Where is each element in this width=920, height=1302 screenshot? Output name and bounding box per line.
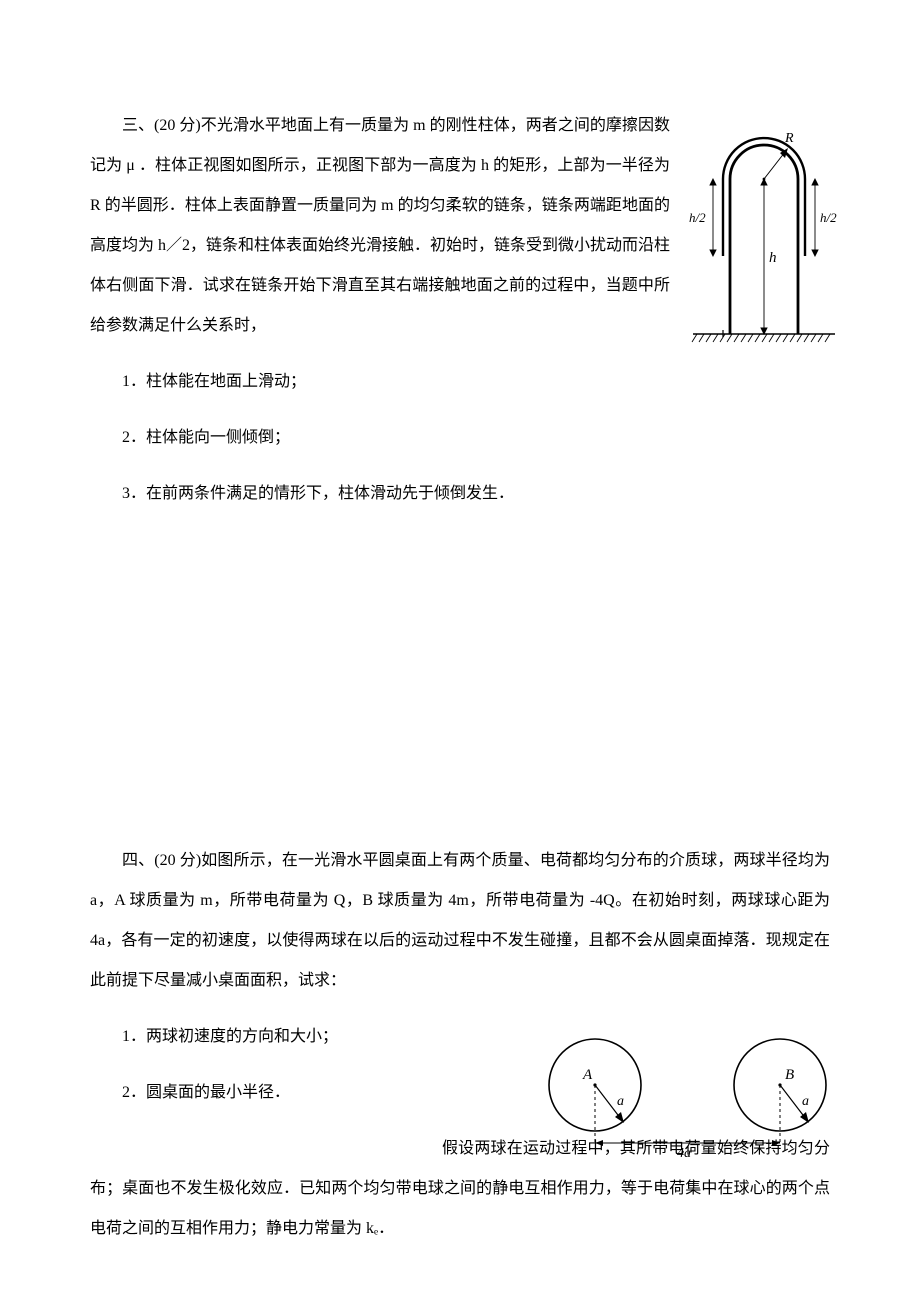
label-B: B (785, 1067, 794, 1083)
q4-number: 四、(20 分) (122, 852, 201, 869)
label-A: A (582, 1067, 593, 1083)
q3-number: 三、(20 分) (122, 117, 201, 134)
figure-q4: A a B a 4a (525, 1015, 835, 1170)
label-a-left: a (617, 1094, 624, 1109)
label-h: h (769, 250, 777, 266)
question-4: A a B a 4a (90, 841, 830, 1249)
label-4a: 4a (677, 1146, 691, 1161)
figure-q3: h/2 h/2 h R (685, 112, 840, 347)
q3-item2: 2．柱体能向一侧倾倒； (90, 418, 830, 458)
page: h/2 h/2 h R (0, 0, 920, 1302)
q3-item3: 3．在前两条件满足的情形下，柱体滑动先于倾倒发生． (90, 474, 830, 514)
label-a-right: a (802, 1094, 809, 1109)
question-spacer (90, 530, 830, 825)
label-h-half-left: h/2 (689, 210, 706, 225)
q4-body1: 如图所示，在一光滑水平圆桌面上有两个质量、电荷都均匀分布的介质球，两球半径均为 … (90, 852, 830, 989)
figure-q3-svg: h/2 h/2 h R (685, 112, 840, 347)
question-3: h/2 h/2 h R (90, 106, 830, 514)
label-R: R (784, 131, 794, 146)
q3-body: 不光滑水平地面上有一质量为 m 的刚性柱体，两者之间的摩擦因数记为 μ ．柱体正… (90, 117, 670, 334)
label-h-half-right: h/2 (820, 210, 837, 225)
q4-intro: 四、(20 分)如图所示，在一光滑水平圆桌面上有两个质量、电荷都均匀分布的介质球… (90, 841, 830, 1001)
figure-q4-svg: A a B a 4a (525, 1015, 835, 1170)
q3-item1: 1．柱体能在地面上滑动； (90, 362, 830, 402)
